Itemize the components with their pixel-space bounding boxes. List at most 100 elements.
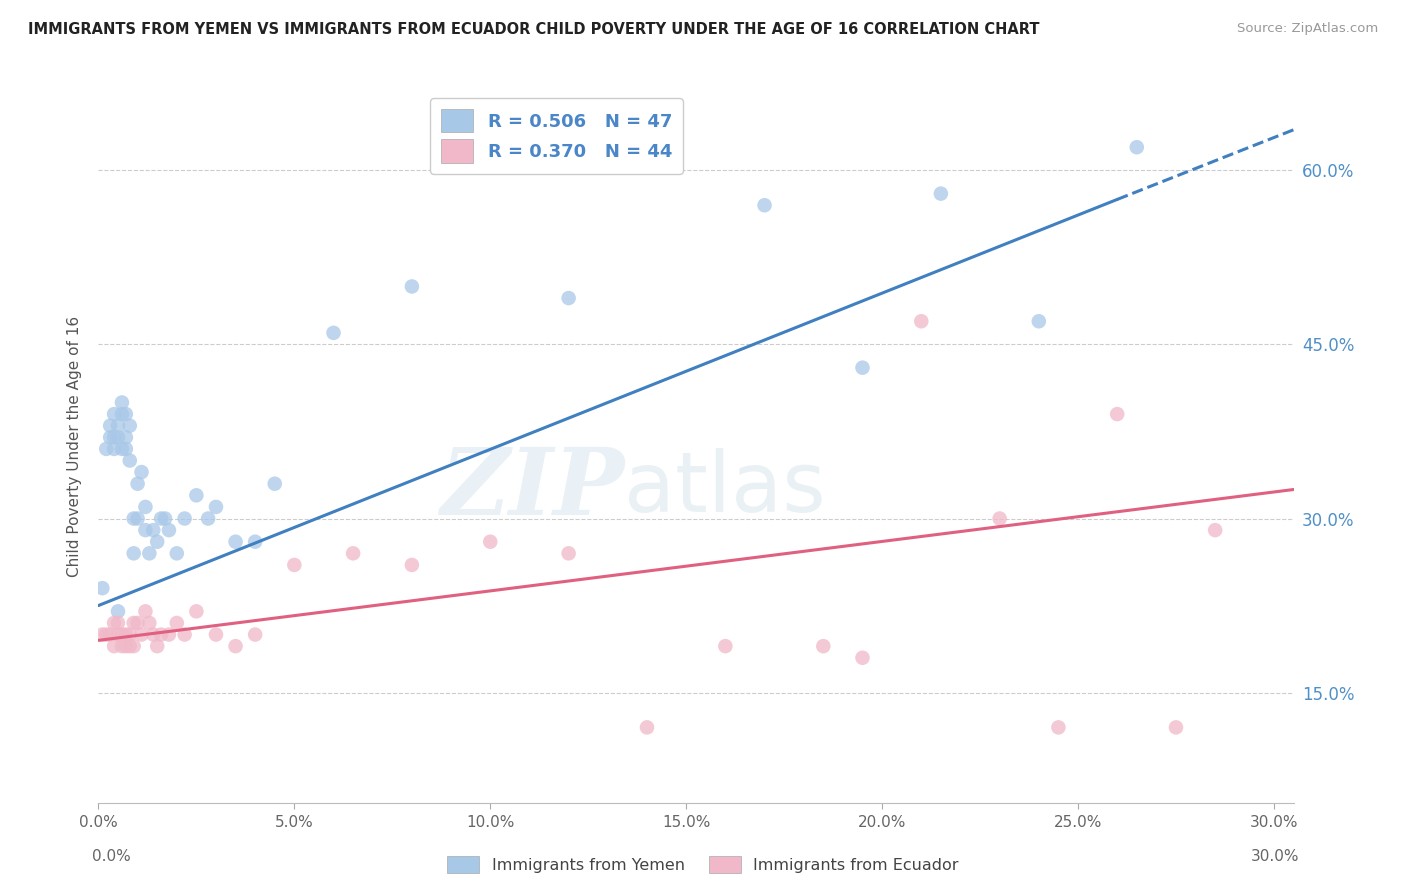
Point — [166, 615, 188, 630]
Point — [1028, 314, 1050, 328]
Point — [1126, 140, 1149, 154]
Point — [243, 534, 266, 549]
Point — [146, 534, 169, 549]
Point — [111, 442, 134, 456]
Point — [118, 627, 141, 641]
Point — [91, 627, 114, 641]
Point — [103, 639, 125, 653]
Point — [173, 511, 195, 525]
Point — [813, 639, 835, 653]
Point — [134, 604, 156, 618]
Point — [122, 511, 145, 525]
Point — [122, 615, 145, 630]
Text: atlas: atlas — [624, 449, 825, 529]
Point — [111, 639, 134, 653]
Point — [1204, 523, 1226, 537]
Point — [103, 430, 125, 444]
Point — [107, 604, 129, 618]
Point — [138, 546, 160, 560]
Text: 30.0%: 30.0% — [1251, 849, 1299, 864]
Point — [283, 558, 305, 572]
Point — [111, 407, 134, 421]
Point — [205, 500, 228, 514]
Point — [1107, 407, 1129, 421]
Point — [118, 418, 141, 433]
Point — [1164, 720, 1187, 734]
Point — [263, 476, 285, 491]
Point — [122, 546, 145, 560]
Point — [851, 360, 873, 375]
Point — [107, 615, 129, 630]
Point — [197, 511, 219, 525]
Y-axis label: Child Poverty Under the Age of 16: Child Poverty Under the Age of 16 — [67, 316, 83, 576]
Point — [107, 627, 129, 641]
Point — [166, 546, 188, 560]
Point — [138, 615, 160, 630]
Point — [157, 627, 180, 641]
Point — [127, 476, 149, 491]
Point — [153, 511, 176, 525]
Point — [322, 326, 344, 340]
Point — [115, 407, 138, 421]
Point — [107, 430, 129, 444]
Point — [225, 534, 247, 549]
Point — [96, 627, 118, 641]
Point — [111, 627, 134, 641]
Point — [115, 627, 138, 641]
Point — [1047, 720, 1070, 734]
Point — [103, 407, 125, 421]
Point — [107, 418, 129, 433]
Point — [98, 418, 121, 433]
Point — [186, 488, 208, 502]
Point — [150, 627, 173, 641]
Legend: R = 0.506   N = 47, R = 0.370   N = 44: R = 0.506 N = 47, R = 0.370 N = 44 — [430, 98, 683, 174]
Point — [118, 639, 141, 653]
Point — [479, 534, 502, 549]
Point — [988, 511, 1011, 525]
Point — [142, 627, 165, 641]
Point — [243, 627, 266, 641]
Point — [131, 465, 153, 479]
Point — [103, 442, 125, 456]
Point — [910, 314, 932, 328]
Point — [150, 511, 173, 525]
Point — [636, 720, 658, 734]
Point — [186, 604, 208, 618]
Point — [557, 291, 579, 305]
Point — [146, 639, 169, 653]
Point — [173, 627, 195, 641]
Point — [111, 395, 134, 409]
Point — [401, 558, 423, 572]
Point — [401, 279, 423, 293]
Point — [118, 453, 141, 467]
Point — [98, 430, 121, 444]
Point — [557, 546, 579, 560]
Point — [134, 523, 156, 537]
Point — [127, 511, 149, 525]
Text: ZIP: ZIP — [440, 444, 624, 533]
Point — [127, 615, 149, 630]
Point — [122, 639, 145, 653]
Point — [714, 639, 737, 653]
Point — [929, 186, 952, 201]
Text: Source: ZipAtlas.com: Source: ZipAtlas.com — [1237, 22, 1378, 36]
Point — [115, 639, 138, 653]
Point — [142, 523, 165, 537]
Point — [225, 639, 247, 653]
Point — [205, 627, 228, 641]
Point — [115, 442, 138, 456]
Point — [115, 430, 138, 444]
Point — [91, 581, 114, 595]
Point — [134, 500, 156, 514]
Point — [96, 442, 118, 456]
Text: 0.0%: 0.0% — [93, 849, 131, 864]
Point — [103, 615, 125, 630]
Point — [851, 650, 873, 665]
Point — [157, 523, 180, 537]
Point — [131, 627, 153, 641]
Text: IMMIGRANTS FROM YEMEN VS IMMIGRANTS FROM ECUADOR CHILD POVERTY UNDER THE AGE OF : IMMIGRANTS FROM YEMEN VS IMMIGRANTS FROM… — [28, 22, 1039, 37]
Point — [754, 198, 776, 212]
Point — [342, 546, 364, 560]
Point — [98, 627, 121, 641]
Legend: Immigrants from Yemen, Immigrants from Ecuador: Immigrants from Yemen, Immigrants from E… — [440, 849, 966, 880]
